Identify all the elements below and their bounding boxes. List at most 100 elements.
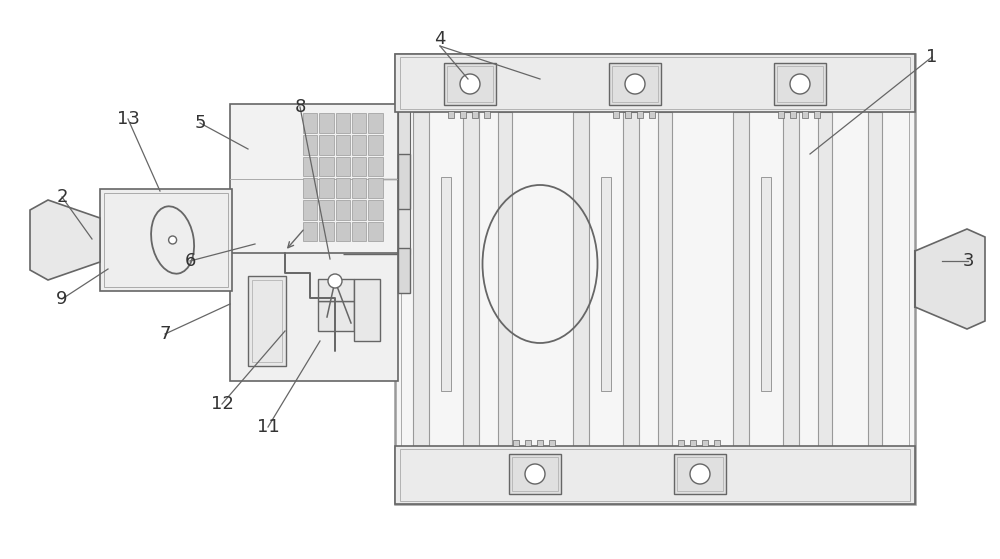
Bar — [303, 221, 317, 241]
Bar — [319, 135, 334, 154]
Text: 11: 11 — [257, 418, 279, 436]
Bar — [336, 135, 350, 154]
Bar — [601, 177, 611, 391]
Bar — [368, 157, 383, 176]
Text: 8: 8 — [294, 98, 306, 116]
Circle shape — [460, 74, 480, 94]
Bar — [368, 135, 383, 154]
Bar — [609, 63, 661, 105]
Bar — [484, 111, 490, 118]
Bar — [677, 457, 723, 491]
Text: 2: 2 — [56, 188, 68, 206]
Bar — [448, 111, 454, 118]
Bar — [319, 113, 334, 133]
Bar — [702, 440, 708, 446]
Bar — [441, 177, 451, 391]
Bar — [352, 157, 366, 176]
Bar — [352, 113, 366, 133]
Text: 7: 7 — [159, 325, 171, 343]
Bar — [714, 440, 720, 446]
Circle shape — [328, 274, 342, 288]
Bar — [761, 177, 771, 391]
Bar — [319, 157, 334, 176]
Bar — [352, 200, 366, 220]
Bar — [395, 446, 915, 504]
Bar — [472, 111, 478, 118]
Bar — [460, 111, 466, 118]
Bar — [336, 157, 350, 176]
Bar — [774, 63, 826, 105]
Bar — [549, 440, 555, 446]
Bar — [623, 112, 639, 446]
Bar — [230, 104, 398, 254]
Bar — [336, 200, 350, 220]
Text: 5: 5 — [194, 114, 206, 132]
Bar — [368, 221, 383, 241]
Circle shape — [790, 74, 810, 94]
Bar — [303, 200, 317, 220]
Bar — [303, 113, 317, 133]
Bar — [303, 135, 317, 154]
Text: 6: 6 — [184, 252, 196, 270]
Bar — [509, 454, 561, 494]
Bar — [368, 113, 383, 133]
Bar — [802, 111, 808, 118]
Bar — [778, 111, 784, 118]
Bar — [336, 178, 350, 198]
Bar — [444, 63, 496, 105]
Bar — [674, 454, 726, 494]
Bar — [336, 113, 350, 133]
Bar — [368, 200, 383, 220]
Text: 4: 4 — [434, 30, 446, 48]
Bar — [498, 112, 512, 446]
Text: 12: 12 — [211, 395, 233, 413]
Circle shape — [169, 236, 177, 244]
Bar — [368, 178, 383, 198]
Text: 3: 3 — [962, 252, 974, 270]
Bar — [613, 111, 619, 118]
Bar — [352, 178, 366, 198]
Bar — [319, 221, 334, 241]
Bar — [573, 112, 589, 446]
Bar — [104, 193, 228, 287]
Bar — [354, 279, 380, 341]
Bar — [868, 112, 882, 446]
Bar — [352, 221, 366, 241]
Bar — [100, 189, 232, 291]
Bar — [398, 154, 410, 209]
Bar — [463, 112, 479, 446]
Text: 1: 1 — [926, 48, 938, 66]
Bar — [401, 60, 909, 498]
Bar — [303, 157, 317, 176]
Polygon shape — [915, 229, 985, 329]
Circle shape — [625, 74, 645, 94]
Bar — [248, 276, 286, 366]
Bar — [395, 54, 915, 112]
Bar — [400, 449, 910, 501]
Bar — [512, 457, 558, 491]
Text: 9: 9 — [56, 290, 68, 308]
Bar — [413, 112, 429, 446]
Bar — [658, 112, 672, 446]
Bar — [303, 178, 317, 198]
Bar — [649, 111, 655, 118]
Bar — [252, 280, 282, 362]
Bar — [398, 104, 410, 254]
Bar — [319, 178, 334, 198]
Bar — [513, 440, 519, 446]
Bar — [319, 200, 334, 220]
Bar — [318, 279, 354, 301]
Bar — [398, 248, 410, 293]
Bar — [400, 57, 910, 109]
Bar — [352, 135, 366, 154]
Bar — [790, 111, 796, 118]
Bar — [637, 111, 643, 118]
Bar — [678, 440, 684, 446]
Bar — [230, 253, 398, 381]
Bar — [777, 66, 823, 102]
Bar — [625, 111, 631, 118]
Bar — [395, 54, 915, 504]
Bar — [612, 66, 658, 102]
Bar — [537, 440, 543, 446]
Bar — [690, 440, 696, 446]
